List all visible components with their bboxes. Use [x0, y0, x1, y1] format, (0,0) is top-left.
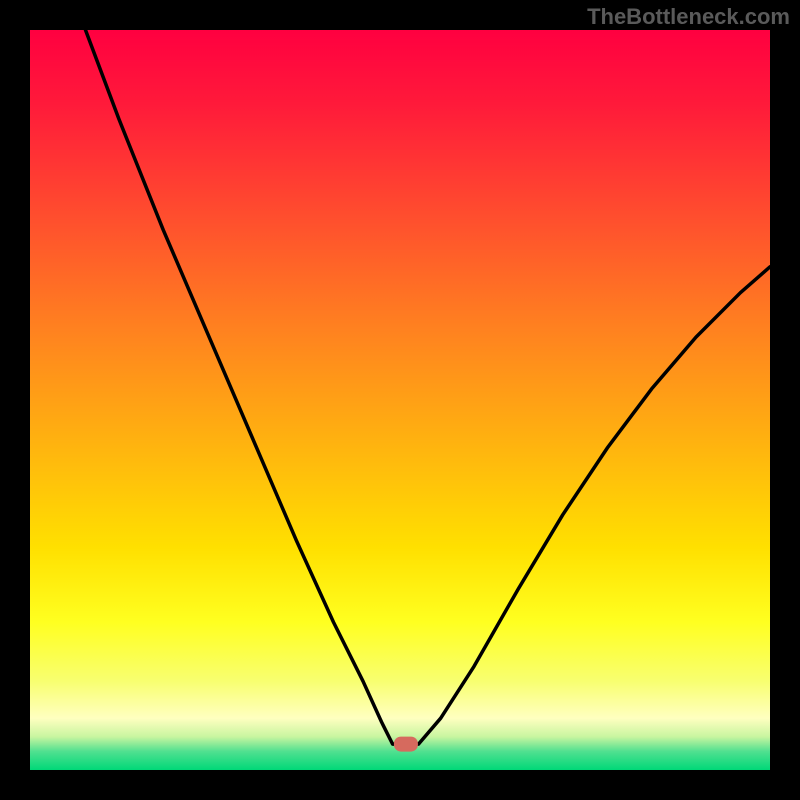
bottleneck-chart — [0, 0, 800, 800]
chart-background-gradient — [30, 30, 770, 770]
chart-container: TheBottleneck.com — [0, 0, 800, 800]
watermark-text: TheBottleneck.com — [587, 4, 790, 30]
optimal-point-marker — [394, 737, 418, 752]
